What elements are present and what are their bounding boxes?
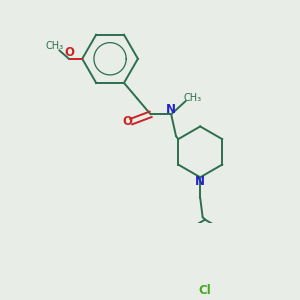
Text: N: N (166, 103, 176, 116)
Text: O: O (123, 115, 133, 128)
Text: CH₃: CH₃ (45, 41, 64, 51)
Text: Cl: Cl (199, 284, 212, 297)
Text: N: N (195, 175, 205, 188)
Text: CH₃: CH₃ (183, 93, 202, 103)
Text: O: O (64, 46, 74, 59)
